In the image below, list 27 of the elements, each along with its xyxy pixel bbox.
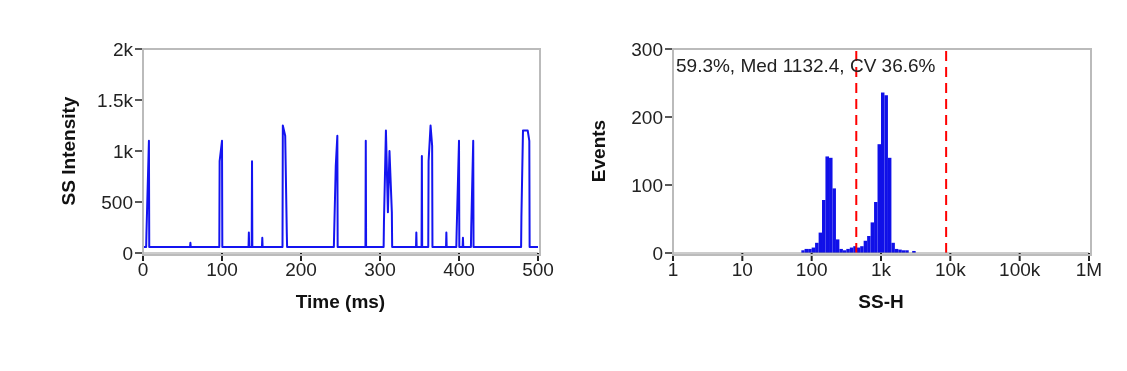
x-axis-title: Time (ms)	[295, 291, 386, 312]
y-tick-label: 2k	[112, 38, 134, 60]
x-tick-label: 100k	[999, 259, 1041, 281]
x-axis-title: SS-H	[858, 291, 904, 312]
y-tick-label: 200	[631, 106, 663, 128]
x-tick-label: 500	[522, 259, 554, 281]
y-tick-label: 100	[631, 174, 663, 196]
x-tick-label: 1M	[1075, 259, 1103, 281]
y-tick-label: 1k	[112, 140, 134, 162]
x-tick-label: 10k	[935, 259, 967, 281]
annotation: 59.3%, Med 1132.4, CV 36.6%	[676, 55, 936, 77]
y-tick-label: 300	[631, 38, 663, 60]
x-tick-label: 100	[206, 259, 238, 281]
y-tick-label: 1.5k	[97, 89, 134, 111]
y-tick-label: 0	[652, 242, 663, 264]
x-tick-label: 1k	[870, 259, 892, 281]
y-tick-label: 500	[101, 191, 133, 213]
x-tick-label: 200	[285, 259, 317, 281]
x-tick-label: 1	[667, 259, 679, 281]
y-axis-title: Events	[587, 119, 609, 183]
x-tick-label: 100	[795, 259, 828, 281]
y-tick-label: 0	[122, 242, 133, 264]
y-axis-title: SS Intensity	[57, 96, 79, 206]
x-tick-label: 300	[364, 259, 396, 281]
x-tick-label: 10	[731, 259, 753, 281]
x-tick-label: 400	[443, 259, 475, 281]
x-tick-label: 0	[137, 259, 149, 281]
